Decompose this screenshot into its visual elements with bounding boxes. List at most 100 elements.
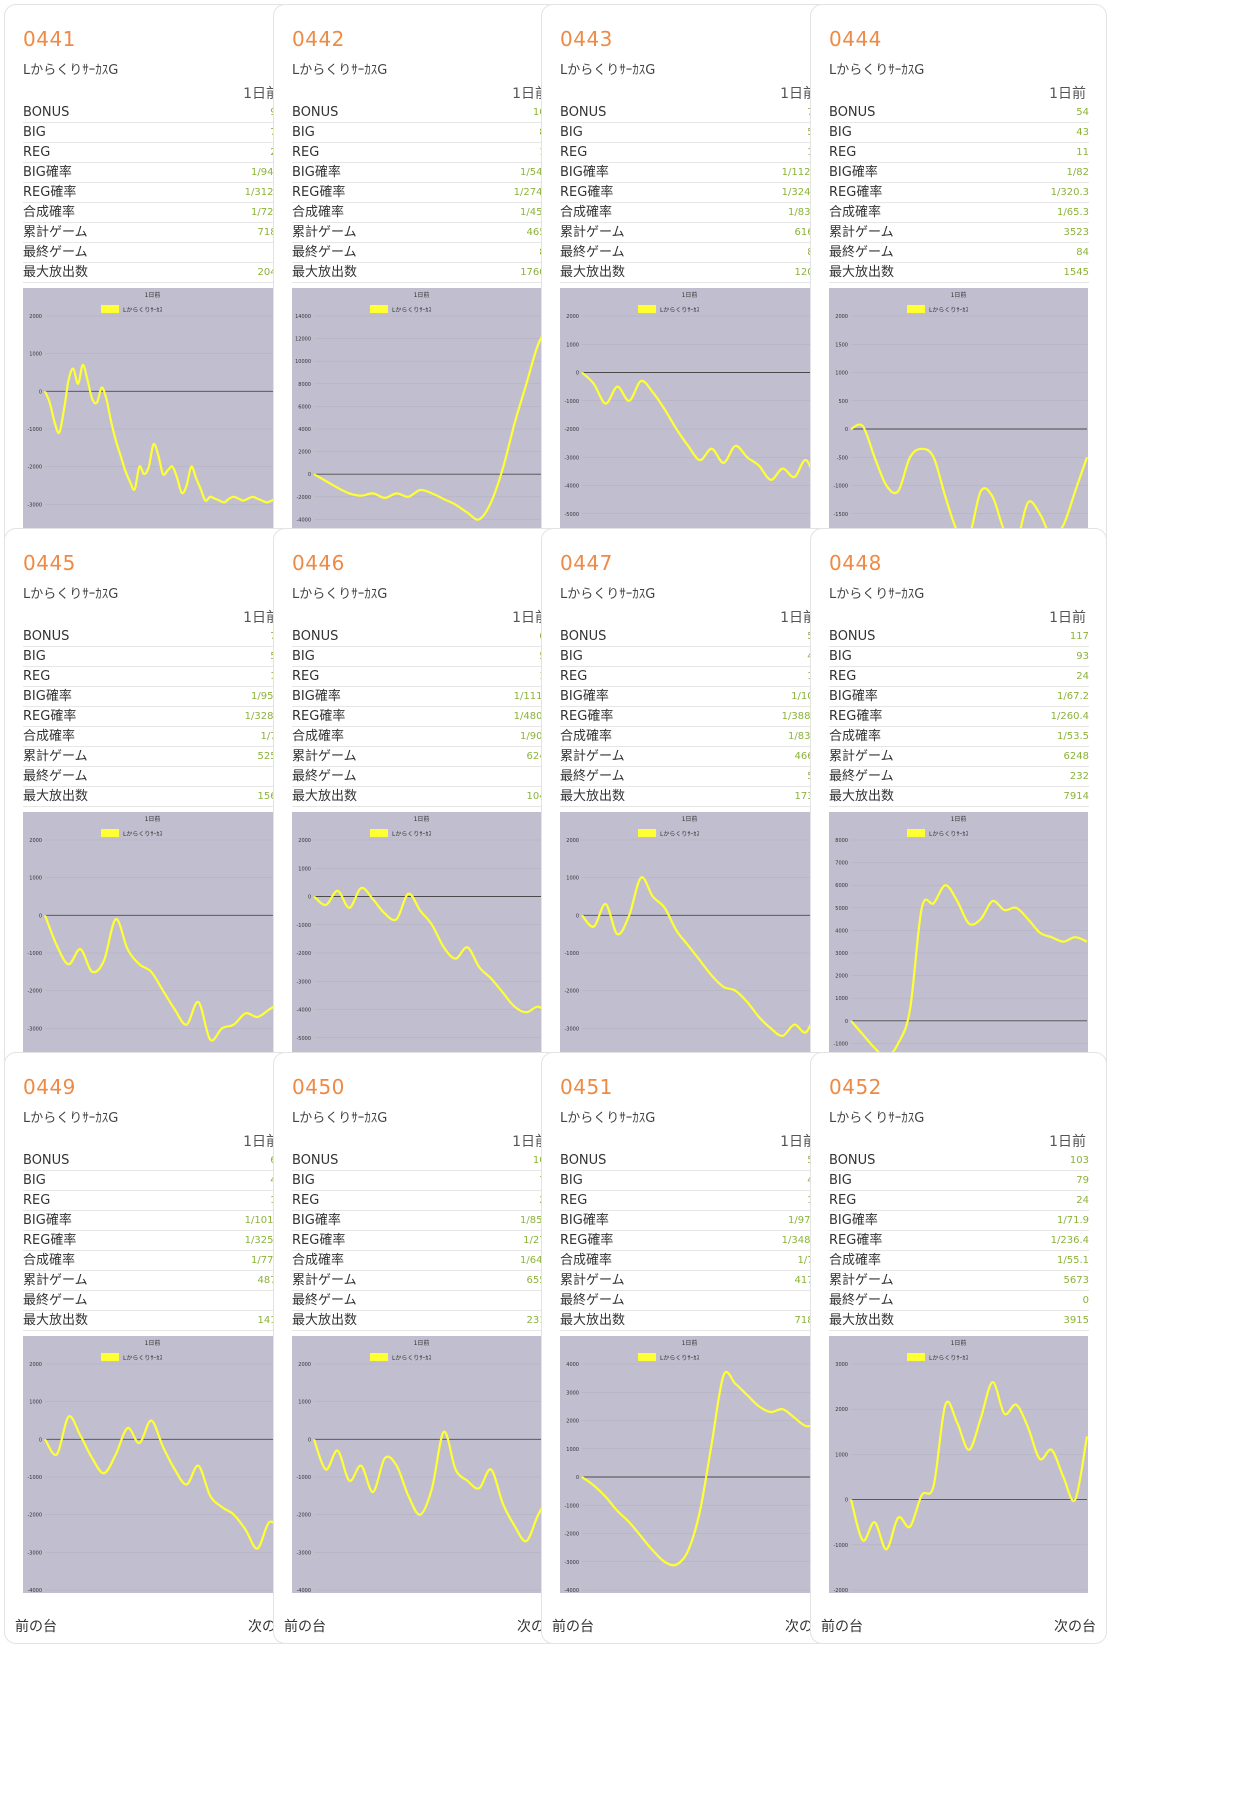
stat-row: 累計ゲーム 4664 [560, 746, 820, 767]
stat-label: 最大放出数 [292, 1310, 467, 1331]
y-tick-label: 0 [845, 1019, 848, 1025]
stat-value: 7189 [186, 222, 283, 243]
stat-value: 5253 [186, 746, 283, 767]
y-tick-label: 1000 [835, 1452, 848, 1458]
stat-row: 合成確率 1/65.3 [829, 202, 1089, 223]
machine-name-suffix: G [108, 587, 119, 602]
prev-machine-link[interactable]: 前の台 [15, 1619, 57, 1635]
stat-row: BONUS 54 [829, 103, 1089, 123]
stat-label: 累計ゲーム [829, 222, 993, 243]
machine-number[interactable]: 0445 [23, 551, 76, 575]
y-tick-label: -1000 [564, 951, 579, 957]
y-tick-label: 3000 [835, 951, 848, 957]
stat-label: 最終ゲーム [292, 242, 456, 263]
y-tick-label: 1000 [29, 352, 42, 358]
stat-row: 最終ゲーム54 [560, 766, 820, 787]
machine-name: LからくりｻｰｶｽG [829, 583, 924, 602]
stat-value: 1/45.3 [455, 202, 552, 223]
stat-label: BONUS [560, 103, 724, 123]
y-tick-label: 1000 [566, 876, 579, 882]
stat-value: 5673 [992, 1270, 1089, 1291]
chart-title: 1日前 [682, 1339, 698, 1347]
prev-machine-link[interactable]: 前の台 [284, 1619, 326, 1635]
stat-row: 最大放出数 1410 [23, 1310, 283, 1331]
machine-number[interactable]: 0442 [292, 27, 345, 51]
stat-row: 累計ゲーム 4659 [292, 222, 552, 243]
y-tick-label: -2000 [27, 989, 42, 995]
y-tick-label: 1000 [835, 371, 848, 377]
stat-row: BONUS69 [292, 627, 552, 647]
next-machine-link[interactable]: 次の台 [1054, 1619, 1096, 1635]
y-tick-label: -2000 [27, 1513, 42, 1519]
y-tick-label: 12000 [295, 337, 311, 343]
stat-label: REG [23, 666, 187, 687]
machine-number[interactable]: 0447 [560, 551, 613, 575]
y-tick-label: 0 [845, 1498, 848, 1504]
chart-title: 1日前 [414, 1339, 430, 1347]
stat-row: 合成確率 1/90.6 [292, 726, 552, 747]
machine-number[interactable]: 0449 [23, 1075, 76, 1099]
y-tick-label: -3000 [564, 1560, 579, 1566]
y-tick-label: 2000 [29, 314, 42, 320]
stat-value: 1/260.4 [992, 706, 1089, 727]
machine-name-text: Lからくりｻｰｶｽ [560, 587, 646, 602]
legend-swatch [370, 829, 388, 837]
y-tick-label: 1000 [835, 996, 848, 1002]
machine-name-text: Lからくりｻｰｶｽ [829, 1111, 915, 1126]
legend-label: Lからくりｻｰｶｽ [660, 307, 699, 314]
day-label: 1日前 [780, 86, 817, 102]
prev-machine-link[interactable]: 前の台 [821, 1619, 863, 1635]
stat-value: 43 [992, 122, 1089, 143]
stat-label: 最大放出数 [829, 786, 993, 807]
stat-row: BONUS99 [23, 103, 283, 123]
stat-row: 最終ゲーム5 [560, 1290, 820, 1311]
stat-label: 最終ゲーム [23, 1290, 187, 1311]
machine-number[interactable]: 0446 [292, 551, 345, 575]
legend-swatch [370, 1353, 388, 1361]
stat-row: BIG76 [23, 122, 283, 143]
y-tick-label: 2000 [566, 1419, 579, 1425]
machine-number[interactable]: 0451 [560, 1075, 613, 1099]
stat-value: 48 [186, 1170, 283, 1191]
stat-value: 1/273 [466, 1230, 552, 1251]
stat-label: BIG確率 [829, 686, 993, 707]
machine-number[interactable]: 0441 [23, 27, 76, 51]
y-tick-label: 1500 [835, 342, 848, 348]
stat-value: 1410 [186, 1310, 283, 1331]
stat-row: BIG確率 1/71.9 [829, 1210, 1089, 1231]
machine-number[interactable]: 0448 [829, 551, 882, 575]
stat-row: BIG確率 1/54.2 [292, 162, 552, 183]
machine-number[interactable]: 0452 [829, 1075, 882, 1099]
machine-name-suffix: G [377, 1111, 388, 1126]
y-tick-label: 0 [308, 1437, 311, 1443]
chart-background [292, 812, 551, 1069]
stat-label: REG確率 [829, 182, 993, 203]
stat-label: BONUS [23, 1151, 187, 1171]
stat-label: BIG [292, 646, 456, 667]
stat-row: 累計ゲーム 6551 [292, 1270, 552, 1291]
y-tick-label: -3000 [564, 1026, 579, 1032]
machine-number[interactable]: 0444 [829, 27, 882, 51]
stat-value: 1/106 [723, 686, 820, 707]
chart-background [292, 288, 551, 545]
legend-swatch [638, 829, 656, 837]
stat-label: 累計ゲーム [23, 222, 187, 243]
slump-chart: 1日前Lからくりｻｰｶｽ200010000-1000-2000-3000-400… [23, 812, 282, 1073]
chart-svg: 1日前 Lからくりｻｰｶｽ 2000 1000 0 -1000 -2000 -3000 -400… [23, 1336, 282, 1594]
machine-card-0449: 0449LからくりｻｰｶｽG1日前BONUS63BIG48REG15BIG確率1… [4, 1052, 301, 1644]
chart-svg: 1日前 Lからくりｻｰｶｽ 2000 1500 1000 500 0 -500 -1000 -15… [829, 288, 1089, 546]
stat-label: 合成確率 [560, 726, 724, 747]
prev-machine-link[interactable]: 前の台 [552, 1619, 594, 1635]
chart-svg: 1日前 Lからくりｻｰｶｽ 2000 1000 0 -1000 -2000 -3000 -400… [560, 288, 820, 546]
machine-number[interactable]: 0443 [560, 27, 613, 51]
chart-background [560, 288, 819, 545]
stat-row: 合成確率 1/76 [560, 1250, 820, 1271]
y-tick-label: -1000 [27, 1475, 42, 1481]
stat-row: REG13 [292, 666, 552, 687]
machine-number[interactable]: 0450 [292, 1075, 345, 1099]
stat-label: 最終ゲーム [292, 766, 456, 787]
stat-row: 最大放出数 1041 [292, 786, 552, 807]
